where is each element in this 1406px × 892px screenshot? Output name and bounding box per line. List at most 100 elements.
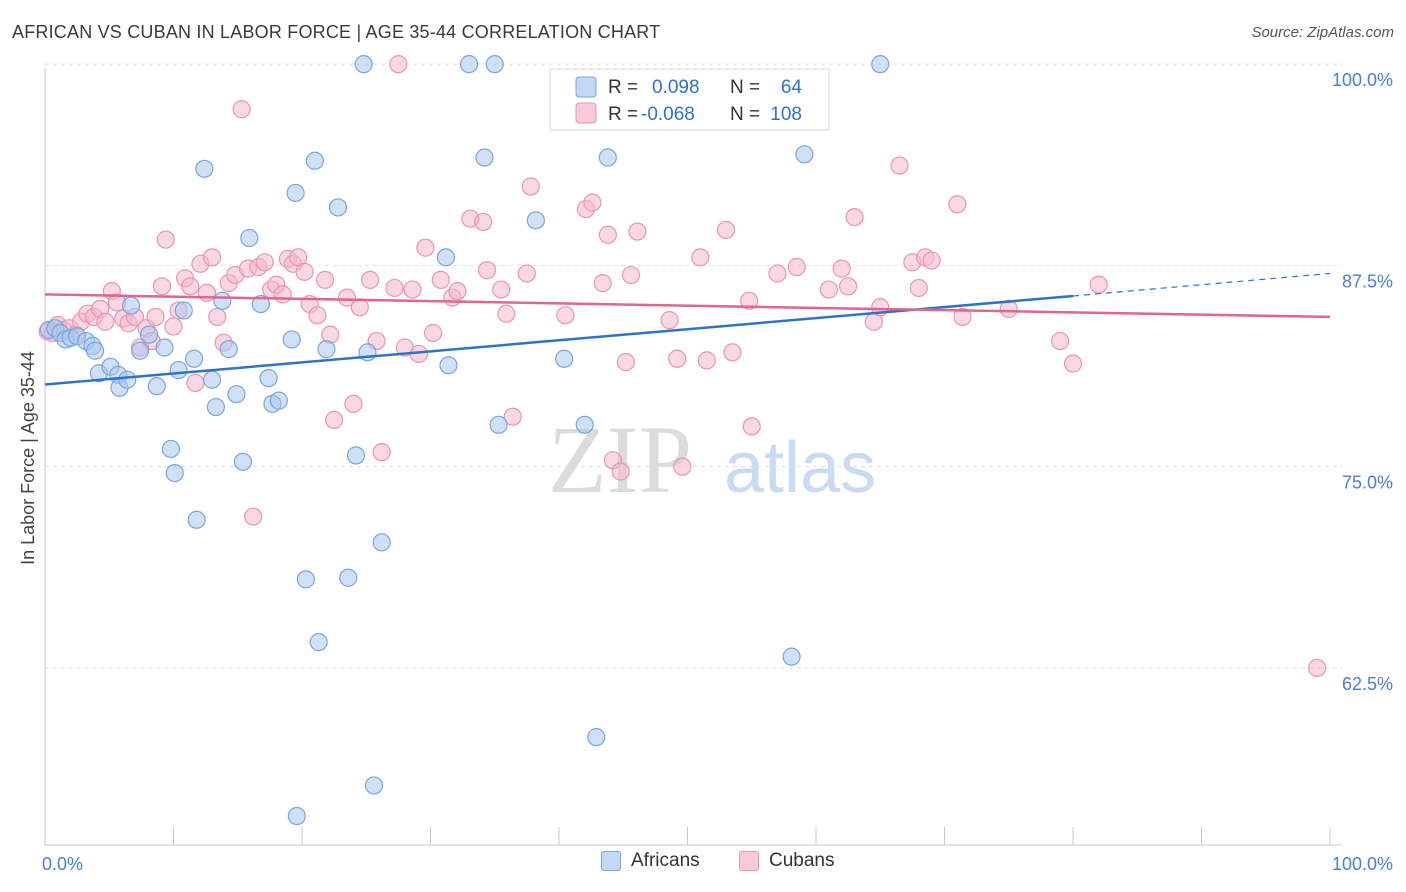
africans-trend-extension [1072, 272, 1331, 297]
cubans-point-84 [660, 311, 679, 330]
cubans-point-53 [350, 298, 369, 317]
africans-point-30 [227, 385, 246, 404]
x-tick-label-right: 100.0% [1332, 854, 1393, 874]
cubans-point-112 [1308, 658, 1327, 678]
cubans-point-106 [948, 195, 967, 214]
africans-point-55 [489, 415, 508, 434]
cubans-point-62 [423, 323, 443, 343]
cubans-point-28 [197, 283, 217, 302]
legend-item-cubans[interactable]: Cubans [739, 850, 835, 872]
africans-point-59 [587, 728, 606, 747]
africans-point-63 [871, 55, 890, 74]
africans-point-13 [118, 370, 137, 389]
africans-point-62 [795, 145, 814, 164]
africans-point-46 [346, 446, 366, 465]
africans-point-37 [282, 330, 301, 349]
africans-point-31 [233, 452, 252, 471]
cubans-point-103 [909, 278, 928, 298]
cubans-point-89 [716, 220, 736, 240]
africans-r-value: 0.098 [652, 77, 700, 98]
africans-point-8 [86, 341, 105, 360]
cubans-point-111 [1089, 275, 1108, 294]
legend-label-africans: Africans [631, 850, 700, 871]
y-tick-label-3: 62.5% [1342, 674, 1393, 694]
cubans-point-22 [164, 317, 183, 336]
cubans-point-67 [474, 212, 493, 232]
cubans-legend-swatch [575, 102, 597, 124]
africans-point-16 [139, 325, 159, 344]
africans-point-19 [161, 439, 181, 459]
cubans-point-57 [385, 278, 404, 298]
cubans-point-74 [556, 306, 575, 325]
cubans-point-19 [146, 307, 165, 327]
africans-point-57 [555, 349, 574, 368]
africans-point-61 [782, 647, 801, 666]
cubans-point-21 [156, 230, 175, 249]
cubans-point-82 [621, 265, 641, 285]
africans-point-58 [575, 415, 594, 434]
cubans-point-83 [628, 222, 647, 241]
cubans-point-59 [403, 280, 422, 299]
cubans-point-20 [152, 277, 172, 296]
cubans-point-113 [389, 55, 408, 74]
trend-lines [44, 272, 1331, 386]
cubans-point-65 [448, 282, 467, 301]
legend-item-africans[interactable]: Africans [601, 850, 700, 872]
africans-point-49 [372, 533, 391, 552]
africans-point-24 [187, 510, 206, 529]
africans-point-52 [459, 55, 479, 74]
cubans-point-98 [845, 208, 864, 227]
cubans-point-91 [740, 291, 759, 310]
cubans-point-95 [819, 280, 838, 299]
africans-point-18 [155, 338, 174, 357]
cubans-point-78 [598, 225, 617, 244]
cubans-point-105 [922, 251, 941, 270]
africans-point-25 [195, 159, 214, 178]
africans-point-50 [436, 248, 456, 267]
cubans-point-87 [691, 248, 710, 267]
cubans-point-92 [742, 417, 761, 436]
cubans-point-41 [273, 285, 292, 304]
africans-legend-swatch [575, 76, 597, 98]
x-tick-label-left: 0.0% [42, 854, 83, 874]
cubans-point-77 [593, 274, 612, 293]
africans-point-27 [206, 397, 226, 417]
africans-n-label: N = [730, 77, 760, 98]
source-credit: Source: ZipAtlas.com [1251, 24, 1394, 41]
africans-point-22 [174, 301, 193, 320]
cubans-point-61 [416, 238, 435, 257]
cubans-point-76 [583, 193, 602, 212]
chart-title: AFRICAN VS CUBAN IN LABOR FORCE | AGE 35… [12, 22, 661, 42]
cubans-point-26 [186, 373, 205, 393]
cubans-point-73 [521, 177, 540, 196]
cubans-point-10 [96, 312, 115, 331]
cubans-point-51 [337, 288, 357, 307]
cubans-point-48 [316, 270, 335, 289]
africans-point-60 [598, 148, 617, 167]
legend-swatch-africans [601, 851, 621, 871]
cubans-point-107 [953, 307, 972, 327]
africans-n-value: 64 [781, 77, 803, 98]
cubans-point-70 [497, 304, 516, 323]
cubans-points [38, 55, 1327, 678]
y-axis-label: In Labor Force | Age 35-44 [18, 351, 38, 565]
africans-point-20 [165, 463, 184, 483]
y-tick-label-2: 75.0% [1342, 473, 1393, 493]
cubans-point-54 [361, 270, 380, 289]
africans-point-44 [328, 198, 348, 217]
cubans-point-85 [668, 349, 687, 368]
africans-point-26 [202, 370, 222, 389]
cubans-point-86 [673, 457, 692, 476]
cubans-n-label: N = [730, 104, 760, 125]
africans-point-28 [213, 291, 232, 310]
y-tick-labels: 100.0% 87.5% 75.0% 62.5% [1332, 70, 1393, 694]
africans-point-51 [439, 356, 458, 375]
africans-point-48 [364, 776, 384, 795]
cubans-point-38 [255, 253, 274, 272]
cubans-point-109 [1051, 331, 1070, 351]
cubans-point-34 [232, 100, 251, 119]
africans-point-54 [485, 55, 504, 74]
cubans-point-72 [517, 264, 536, 283]
cubans-point-50 [325, 410, 344, 430]
